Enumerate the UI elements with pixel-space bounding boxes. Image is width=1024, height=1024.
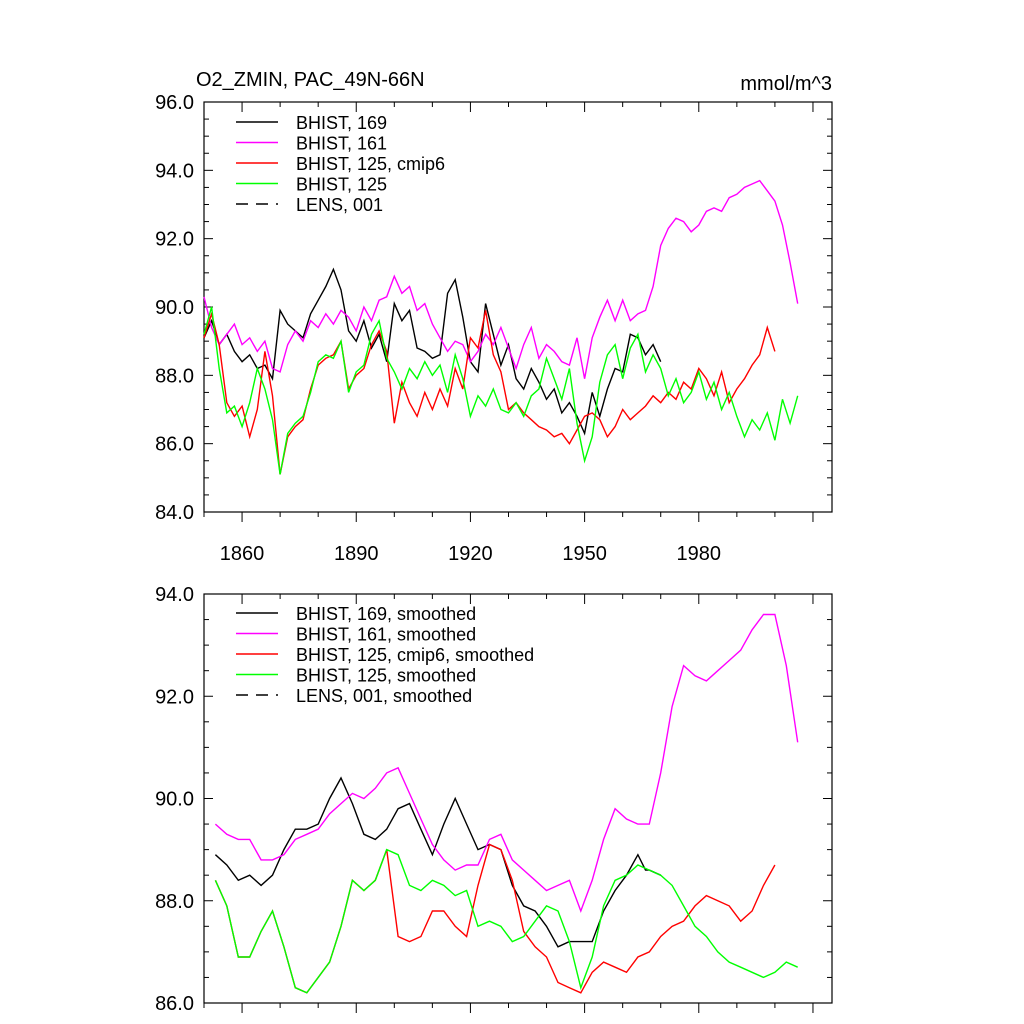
x-tick-label: 1950: [562, 543, 607, 565]
legend-label: BHIST, 125: [296, 175, 387, 195]
series-line-bhist-169-smoothed: [214, 776, 661, 948]
y-tick-label: 90.0: [155, 297, 194, 319]
y-tick-label: 92.0: [155, 686, 194, 708]
legend-label: BHIST, 169: [296, 113, 387, 133]
legend-label: BHIST, 125, cmip6, smoothed: [296, 645, 534, 665]
legend-label: LENS, 001: [296, 195, 383, 215]
legend-label: BHIST, 161, smoothed: [296, 625, 476, 645]
x-tick-label: 1890: [334, 543, 379, 565]
x-tick-label: 1860: [220, 543, 265, 565]
series-line-bhist-125-smoothed: [214, 848, 798, 994]
y-tick-label: 94.0: [155, 160, 194, 182]
y-tick-label: 94.0: [155, 584, 194, 606]
series-line-bhist-169: [203, 267, 662, 436]
y-tick-label: 92.0: [155, 229, 194, 251]
bottom-panel: 86.0 88.0 90.0 92.0 94.0 BHIST, 169, smoothed…: [155, 584, 833, 1015]
x-tick-label: 1920: [448, 543, 493, 565]
series-line-bhist-125-cmip6: [203, 310, 776, 475]
chart-title: O2_ZMIN, PAC_49N-66N: [196, 69, 425, 91]
units-label: mmol/m^3: [740, 73, 832, 95]
series-line-bhist-161-smoothed: [214, 613, 799, 914]
legend-label: BHIST, 161: [296, 134, 387, 154]
y-tick-label: 96.0: [155, 92, 194, 114]
legend-label: BHIST, 125, cmip6: [296, 154, 445, 174]
y-tick-label: 84.0: [155, 502, 194, 524]
top-panel: 84.0 86.0 88.0 90.0 92.0 94.0 96.0 1860 1890 1920…: [155, 69, 833, 565]
y-tick-label: 86.0: [155, 993, 194, 1015]
series-line-bhist-161: [203, 179, 799, 379]
y-tick-label: 86.0: [155, 434, 194, 456]
x-tick-label: 1980: [677, 543, 722, 565]
y-tick-label: 88.0: [155, 891, 194, 913]
y-tick-label: 88.0: [155, 365, 194, 387]
series-line-bhist-125: [203, 306, 799, 475]
legend-label: BHIST, 125, smoothed: [296, 666, 476, 686]
legend-label: BHIST, 169, smoothed: [296, 604, 476, 624]
legend-label: LENS, 001, smoothed: [296, 686, 472, 706]
y-tick-label: 90.0: [155, 789, 194, 811]
